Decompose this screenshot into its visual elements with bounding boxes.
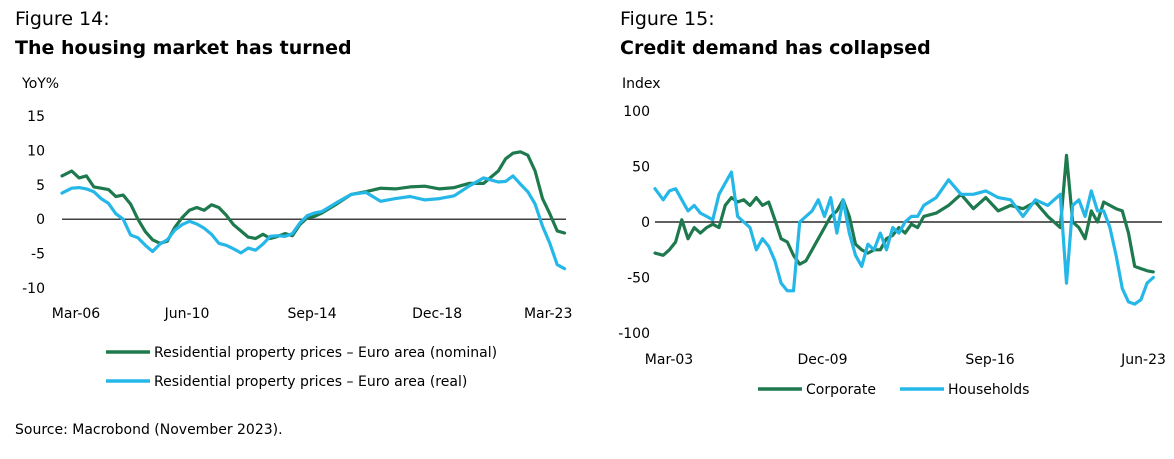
y-tick-label: 0 (641, 215, 650, 231)
x-tick-label: Mar-03 (645, 352, 693, 368)
x-tick-label: Jun-23 (1120, 352, 1166, 368)
y-tick-label: -50 (627, 271, 650, 287)
figure-15-unit-label: Index (622, 76, 661, 92)
figure-15-title: Credit demand has collapsed (620, 37, 931, 59)
series-line-corporate (653, 153, 1155, 274)
figure-15-label: Figure 15: (620, 8, 715, 30)
legend-label: Corporate (806, 382, 876, 398)
y-tick-label: 5 (36, 178, 45, 194)
figure-14-unit-label: YoY% (22, 76, 60, 92)
x-tick-label: Dec-18 (412, 306, 462, 322)
figure-14-label: Figure 14: (15, 8, 110, 30)
series-line-residential-property-prices-euro-area-real (60, 174, 567, 271)
credit-demand-chart: 100 50 0 -50 -100 Mar-03 Dec-09 Sep-16 Jun-23 Cor… (618, 104, 1166, 398)
figure-14-title: The housing market has turned (15, 37, 352, 59)
x-tick-label: Sep-14 (287, 306, 336, 322)
housing-market-chart: 15 10 5 0 -5 -10 Mar-06 Jun-10 Sep-14 Dec-18 Mar-2… (22, 109, 572, 390)
legend-label: Residential property prices – Euro area … (154, 345, 497, 361)
x-tick-label: Dec-09 (798, 352, 848, 368)
y-tick-label: -100 (618, 326, 650, 342)
y-tick-label: 50 (632, 160, 650, 176)
legend-label: Households (948, 382, 1029, 398)
y-tick-label: 15 (27, 109, 45, 125)
x-tick-label: Sep-16 (965, 352, 1014, 368)
legend-label: Residential property prices – Euro area … (154, 374, 467, 390)
y-tick-label: 10 (27, 143, 45, 159)
x-tick-label: Mar-06 (52, 306, 100, 322)
series-line-households (653, 170, 1155, 306)
x-tick-label: Jun-10 (164, 306, 210, 322)
y-tick-label: 0 (36, 212, 45, 228)
series-line-residential-property-prices-euro-area-nominal (60, 150, 567, 245)
x-tick-label: Mar-23 (524, 306, 572, 322)
source-note: Source: Macrobond (November 2023). (15, 422, 283, 438)
y-tick-label: -5 (31, 247, 45, 263)
y-tick-label: 100 (623, 104, 650, 120)
y-tick-label: -10 (22, 281, 45, 297)
